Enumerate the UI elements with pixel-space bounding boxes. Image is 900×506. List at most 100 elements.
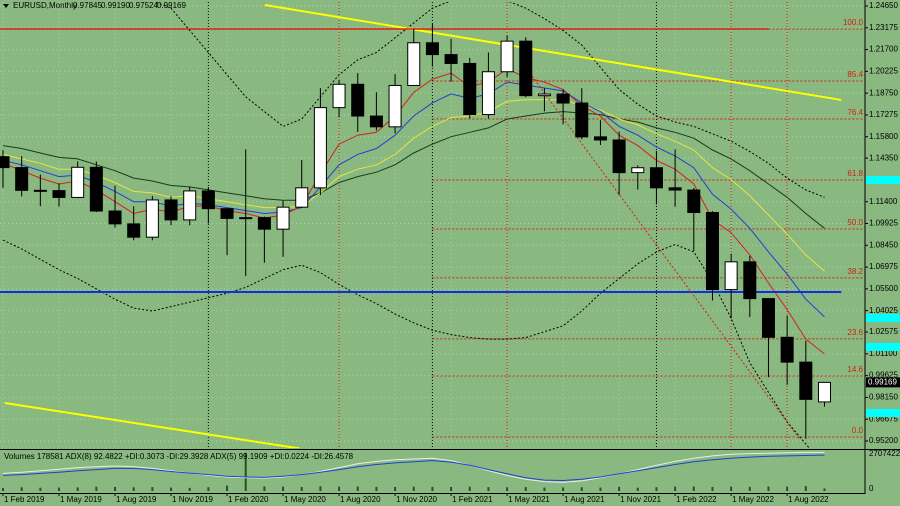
current-price-box: [866, 377, 900, 388]
volume-bar: [748, 486, 751, 491]
candle-body: [631, 167, 645, 174]
x-tick-label: 1 Aug 2022: [788, 495, 829, 504]
x-tick-label: 1 Nov 2021: [620, 495, 661, 504]
candle-body: [743, 261, 757, 300]
candle-body: [127, 223, 141, 238]
symbol-icon: [3, 4, 9, 8]
y-tick-label: 1.17275: [869, 110, 898, 119]
volume-bar: [804, 486, 807, 491]
y-tick-label: 0.95200: [869, 436, 898, 445]
level-marker: [866, 313, 900, 322]
candle-body: [108, 210, 122, 225]
candle-body: [89, 166, 103, 212]
volume-bar: [711, 486, 714, 491]
candle-body: [761, 298, 775, 338]
indicator-pane: [2, 451, 826, 491]
volume-bar: [132, 487, 135, 491]
volume-bar: [300, 486, 303, 491]
ohlc-open: 0.97845: [73, 1, 102, 10]
fib-label: 0.0: [852, 426, 864, 435]
volume-bar: [524, 487, 527, 491]
symbol-title: EURUSD,Monthly: [13, 1, 77, 10]
volume-bar: [636, 487, 639, 491]
y-tick-label: 0.96675: [869, 414, 898, 423]
candle-body: [369, 115, 383, 128]
volume-bar: [487, 487, 490, 491]
level-marker: [866, 408, 900, 417]
volume-bar: [2, 487, 4, 491]
y-tick-label: 1.15800: [869, 132, 898, 141]
x-tick-label: 1 May 2019: [60, 495, 102, 504]
volume-bar: [244, 452, 247, 491]
ohlc-close: 0.99169: [157, 1, 186, 10]
volume-bar: [20, 487, 23, 491]
indicator-header: Volumes 178581 ADX(8) 92.4822 +DI:0.3073…: [4, 452, 354, 461]
ohlc-low: 0.97524: [129, 1, 158, 10]
candle-body: [52, 190, 66, 198]
volume-bar: [263, 486, 266, 491]
volume-bar: [114, 486, 117, 491]
trendline: [519, 59, 801, 441]
level-marker: [866, 342, 900, 351]
x-tick-label: 1 Feb 2020: [228, 495, 269, 504]
candle-body: [425, 42, 439, 56]
volume-bar: [207, 487, 210, 491]
trendline: [264, 3, 842, 101]
volume-bar: [823, 488, 826, 491]
overlay-line: [2, 239, 810, 448]
overlay-line: [2, 81, 825, 318]
trendline: [4, 402, 301, 448]
candle-body: [257, 217, 271, 230]
volume-tick-label: 2707422: [869, 449, 900, 458]
volume-bar: [655, 487, 658, 491]
candle-body: [593, 136, 607, 141]
fib-label: 23.6: [847, 328, 863, 337]
candle-body: [649, 167, 663, 189]
volume-bar: [580, 487, 583, 491]
candle-body: [332, 83, 346, 109]
x-tick-label: 1 Nov 2020: [396, 495, 437, 504]
y-tick-label: 1.11400: [869, 197, 898, 206]
volume-bar: [599, 487, 602, 491]
volume-bar: [730, 486, 733, 491]
fib-label: 14.6: [847, 365, 863, 374]
candle-body: [463, 62, 477, 116]
volume-bar: [151, 487, 154, 491]
candle-body: [556, 93, 570, 104]
fib-label: 61.8: [847, 169, 863, 178]
y-tick-label: 1.20225: [869, 66, 898, 75]
y-tick-label: 0.98150: [869, 393, 898, 402]
candle-body: [388, 84, 402, 128]
y-tick-label: 1.14350: [869, 153, 898, 162]
volume-bar: [767, 486, 770, 491]
overlay-line: [154, 2, 825, 198]
x-tick-label: 1 Feb 2021: [452, 495, 493, 504]
candle-body: [183, 190, 197, 221]
y-tick-label: 1.08450: [869, 240, 898, 249]
volume-bar: [506, 487, 509, 491]
candle-body: [407, 42, 421, 86]
volume-bar: [226, 485, 229, 491]
price-pane: [0, 2, 865, 448]
candle-body: [575, 102, 589, 138]
x-tick-label: 1 May 2022: [732, 495, 774, 504]
fib-label: 38.2: [847, 267, 863, 276]
candle-body: [687, 189, 701, 213]
overlay-line: [2, 99, 825, 272]
candle-body: [444, 54, 458, 64]
volume-bar: [375, 486, 378, 491]
volume-bar: [618, 486, 621, 491]
x-tick-label: 1 Nov 2019: [172, 495, 213, 504]
volume-tick-label: 0: [869, 484, 874, 493]
candle-body: [276, 206, 290, 230]
volume-bar: [562, 487, 565, 491]
candle-body: [724, 261, 738, 291]
candle-body: [519, 40, 533, 97]
candle-body: [537, 93, 551, 97]
candle-body: [612, 139, 626, 174]
volume-bar: [282, 486, 285, 491]
y-tick-label: 1.06975: [869, 262, 898, 271]
y-tick-label: 1.18750: [869, 88, 898, 97]
